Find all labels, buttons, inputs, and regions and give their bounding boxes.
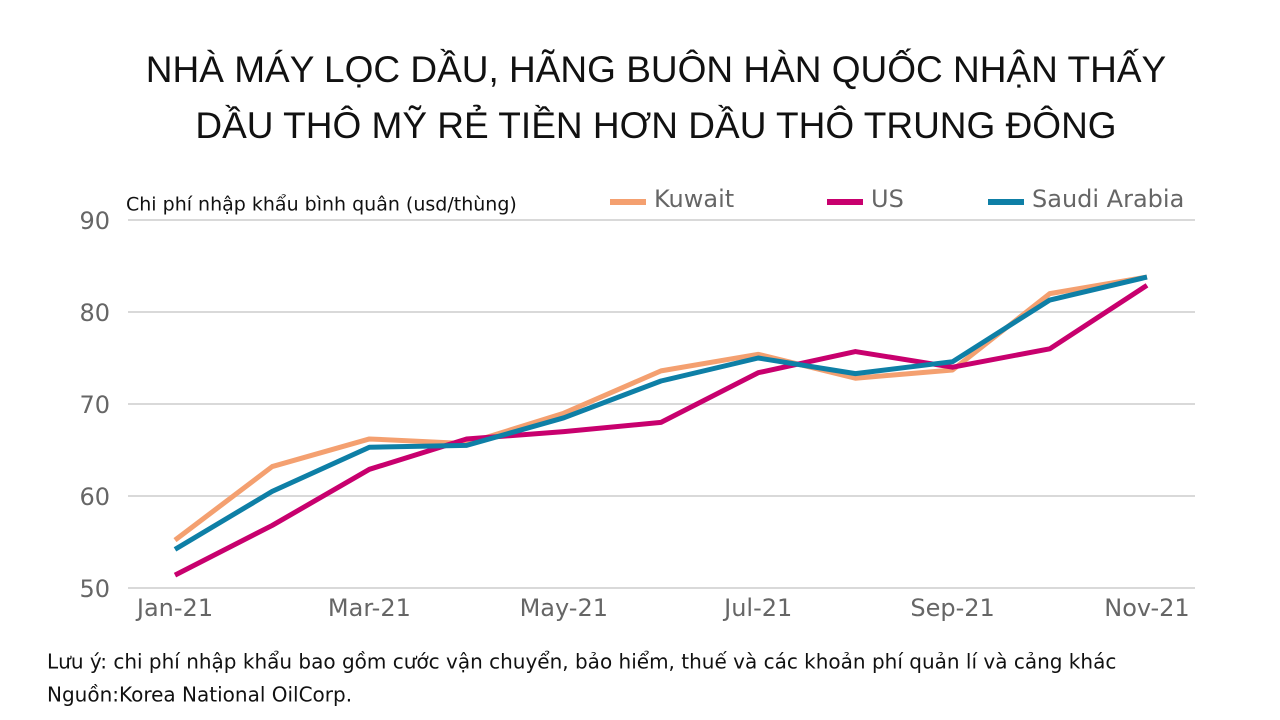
y-tick-label: 80 [79,299,110,327]
series-line [173,283,1149,578]
legend-label: Saudi Arabia [1032,185,1184,213]
y-tick-label: 70 [79,391,110,419]
x-tick-label: Sep-21 [910,594,994,622]
x-tick-label: May-21 [520,594,608,622]
x-tick-label: Jul-21 [722,594,792,622]
y-tick-label: 50 [79,575,110,603]
series-line [173,274,1148,552]
series-line [173,274,1148,543]
legend-label: US [871,185,904,213]
x-tick-label: Nov-21 [1104,594,1189,622]
y-tick-label: 60 [79,483,110,511]
chart-title: NHÀ MÁY LỌC DẦU, HÃNG BUÔN HÀN QUỐC NHẬN… [146,48,1166,90]
source: Nguồn:Korea National OilCorp. [47,683,352,707]
x-tick-label: Mar-21 [328,594,411,622]
y-tick-label: 90 [79,207,110,235]
chart-title: DẦU THÔ MỸ RẺ TIỀN HƠN DẦU THÔ TRUNG ĐÔN… [195,105,1116,146]
y-axis-label: Chi phí nhập khẩu bình quân (usd/thùng) [126,194,517,216]
note: Lưu ý: chi phí nhập khẩu bao gồm cước vậ… [47,650,1116,674]
x-tick-label: Jan-21 [135,594,213,622]
legend-label: Kuwait [654,185,734,213]
